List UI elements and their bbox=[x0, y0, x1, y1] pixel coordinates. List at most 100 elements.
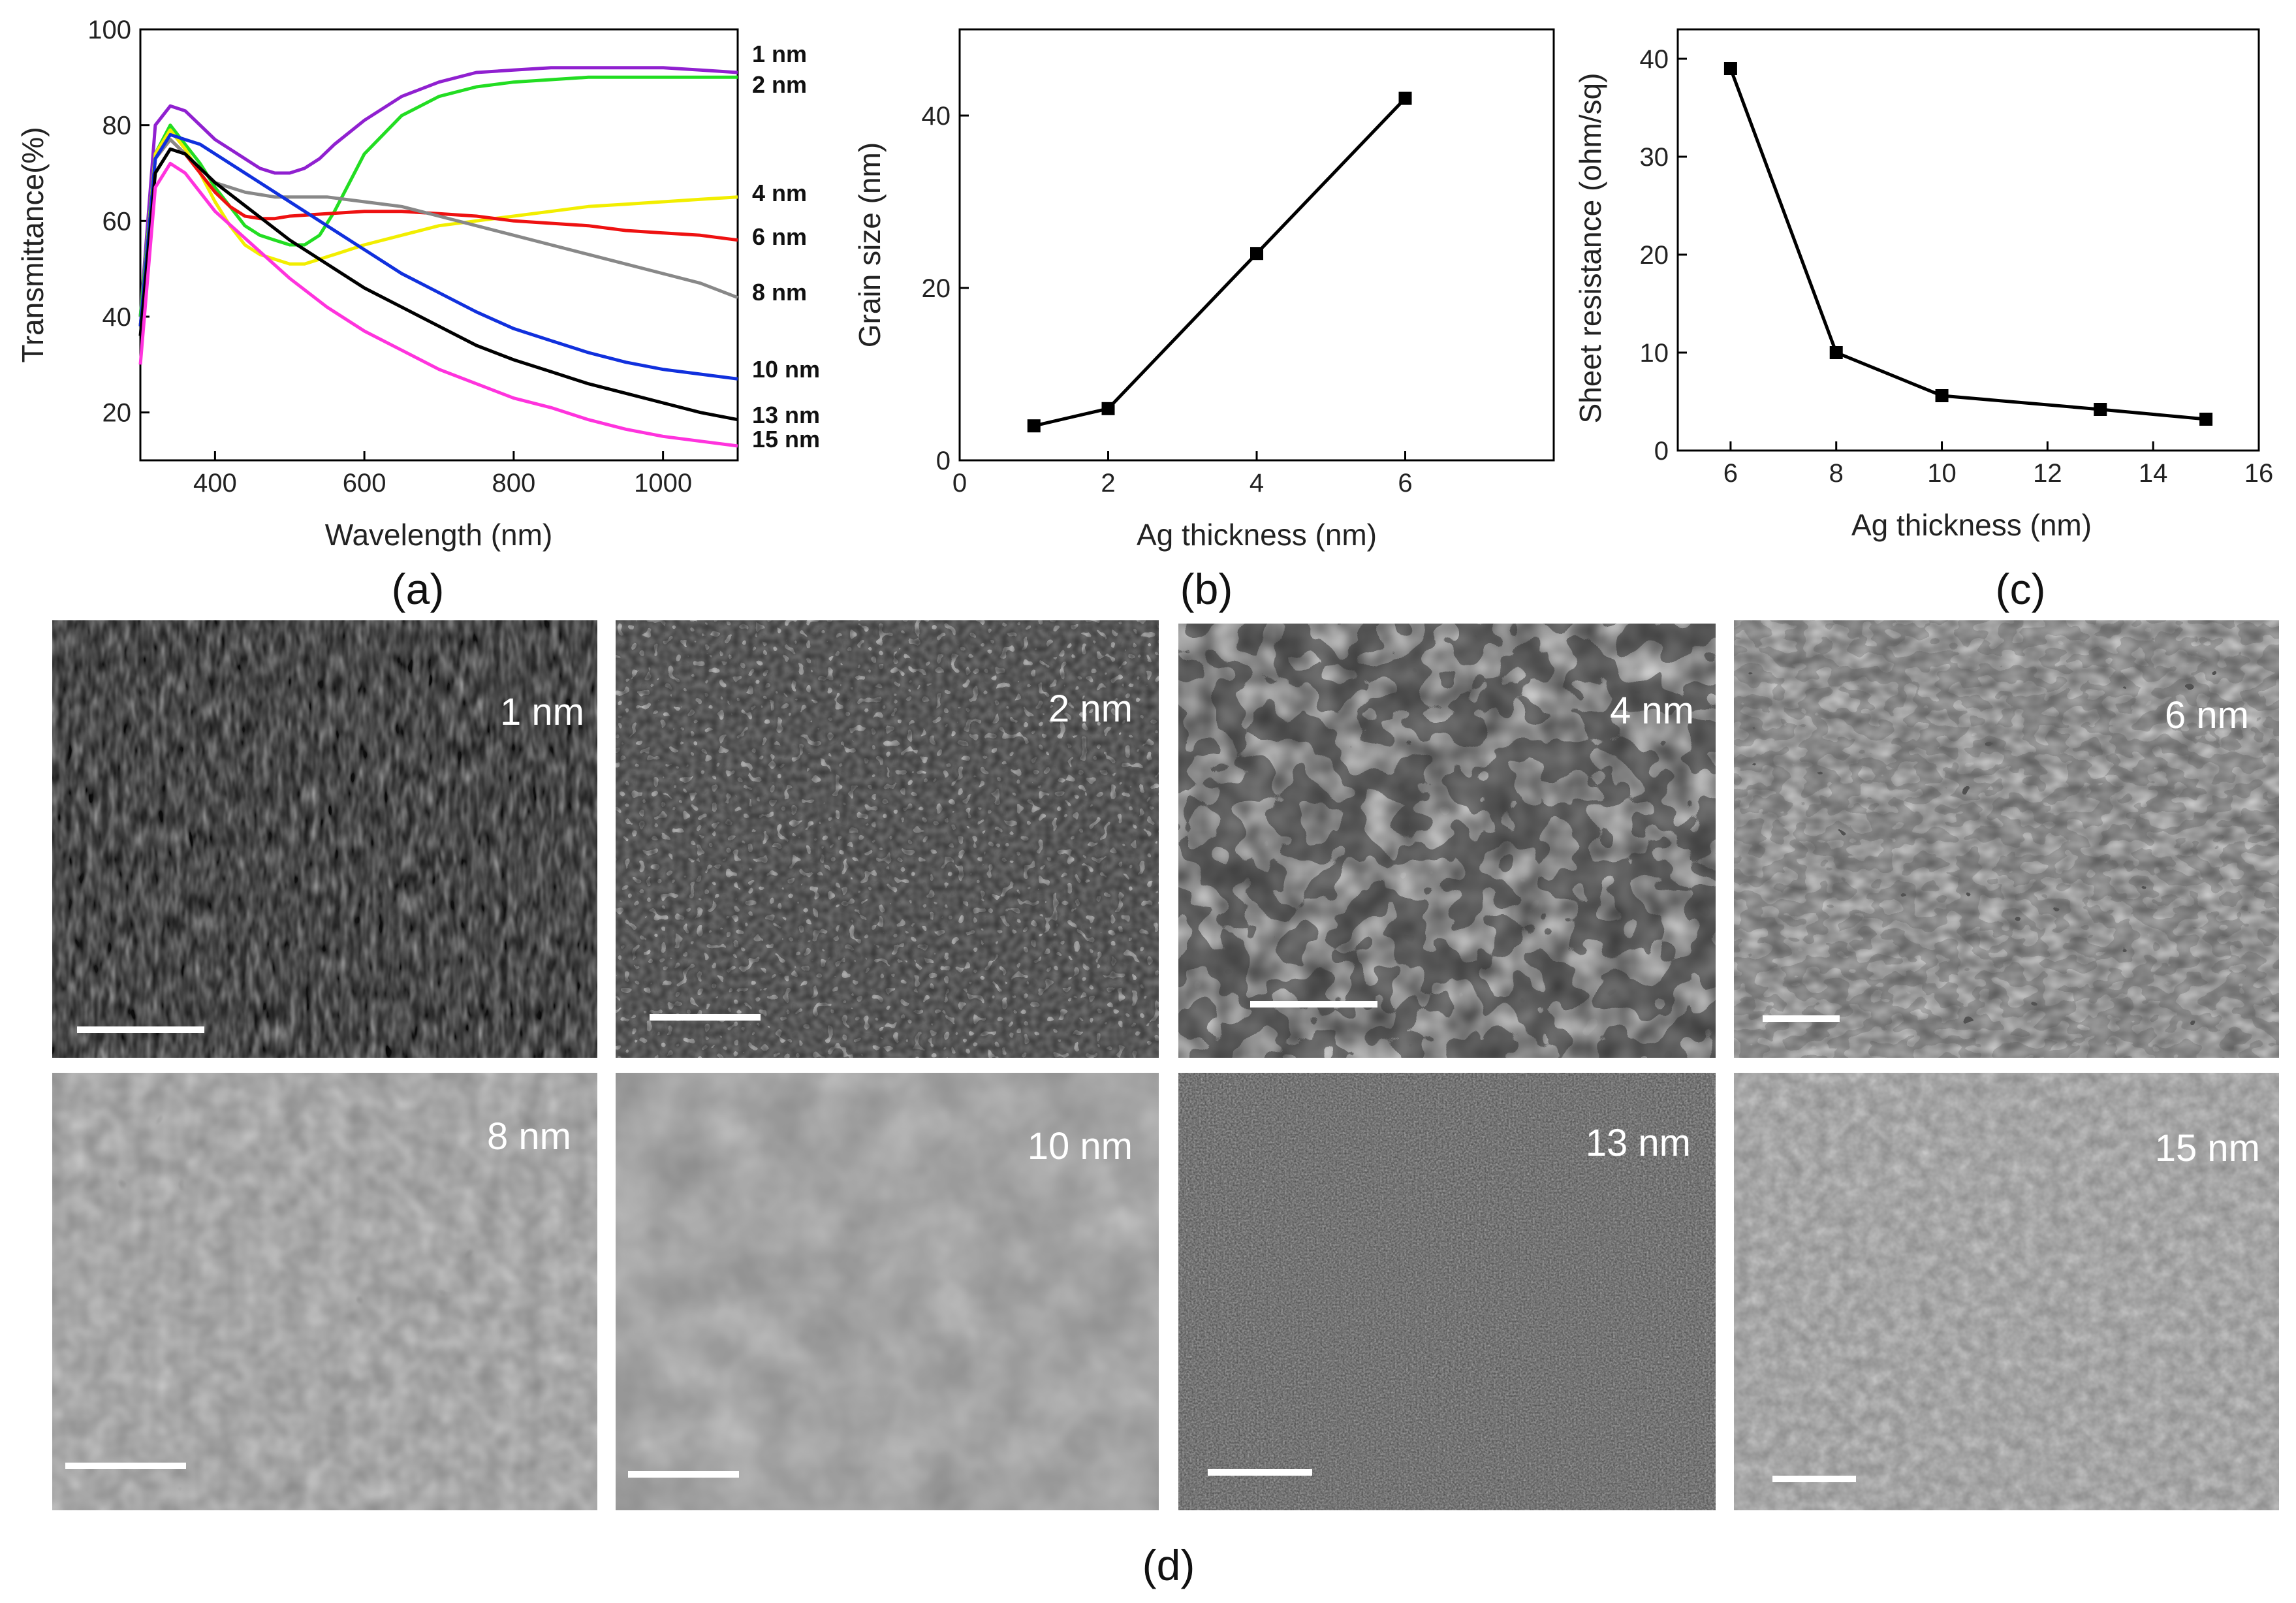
sheet-resistance-point bbox=[2094, 403, 2107, 416]
panel-b-y-tick-label: 40 bbox=[922, 102, 951, 131]
series-line-10nm bbox=[138, 133, 738, 381]
grain-size-point bbox=[1250, 247, 1263, 261]
scale-bar bbox=[65, 1463, 186, 1469]
panel-c-series bbox=[1723, 62, 2213, 426]
panel-c-x-tick-label: 16 bbox=[2244, 459, 2274, 488]
legend-label-10nm: 10 nm bbox=[752, 356, 820, 383]
panel-label-c: (c) bbox=[1996, 565, 2046, 613]
legend-label-1nm: 1 nm bbox=[752, 40, 807, 67]
panel-c-y-tick-label: 10 bbox=[1640, 339, 1669, 368]
panel-b-grain-size-chart: 0 2 4 6 0 20 40 Ag thickness (nm) Grain size (… bbox=[853, 28, 1555, 613]
panel-c-y-tick-label: 0 bbox=[1654, 437, 1669, 466]
panel-a-plot-frame bbox=[139, 28, 739, 462]
legend-label-13nm: 13 nm bbox=[752, 402, 820, 428]
panel-b-x-tick-label: 0 bbox=[952, 469, 967, 498]
panel-a-series bbox=[138, 66, 738, 448]
sem-thickness-label: 6 nm bbox=[2165, 694, 2249, 737]
panel-a-y-tick-label: 60 bbox=[102, 207, 132, 236]
panel-c-y-axis-title: Sheet resistance (ohm/sq) bbox=[1573, 73, 1607, 424]
scale-bar bbox=[1250, 1001, 1377, 1008]
panel-c-x-tick-label: 14 bbox=[2139, 459, 2168, 488]
sem-thickness-label: 2 nm bbox=[1048, 688, 1133, 730]
panel-b-x-axis-title: Ag thickness (nm) bbox=[1137, 518, 1377, 552]
sem-image-10nm: 10 nm bbox=[616, 1073, 1159, 1510]
sem-image-13nm: 13 nm bbox=[1178, 1073, 1716, 1510]
series-line-6nm bbox=[138, 138, 738, 326]
sem-image-1nm: 1 nm bbox=[52, 620, 597, 1058]
panel-c-sheet-resistance-chart: 6 8 10 12 14 16 0 10 20 30 40 Ag thickness (nm) Sh… bbox=[1573, 28, 2274, 613]
panel-a-x-tick-label: 400 bbox=[193, 469, 237, 498]
panel-b-x-tick-label: 4 bbox=[1250, 469, 1264, 498]
panel-c-x-tick-label: 8 bbox=[1829, 459, 1844, 488]
panel-label-d: (d) bbox=[1142, 1541, 1195, 1589]
sem-thickness-label: 10 nm bbox=[1028, 1125, 1133, 1167]
panel-b-y-tick-label: 0 bbox=[936, 447, 951, 475]
legend-label-15nm: 15 nm bbox=[752, 426, 820, 452]
sem-image-8nm: 8 nm bbox=[52, 1073, 597, 1510]
scale-bar bbox=[628, 1471, 739, 1478]
panel-a-y-tick-label: 80 bbox=[102, 112, 132, 140]
series-line-13nm bbox=[138, 147, 738, 422]
sem-image-2nm: 2 nm bbox=[616, 620, 1159, 1058]
panel-b-x-tick-label: 6 bbox=[1398, 469, 1412, 498]
sem-thickness-label: 8 nm bbox=[487, 1115, 571, 1158]
panel-a-transmittance-chart: 400 600 800 1000 20 40 60 80 100 1 nm 2 nm 4 nm 6 n… bbox=[16, 16, 820, 613]
panel-b-x-tick-label: 2 bbox=[1101, 469, 1115, 498]
sem-image-4nm: 4 nm bbox=[1178, 624, 1716, 1058]
panel-a-x-tick-label: 600 bbox=[343, 469, 386, 498]
panel-c-y-tick-label: 30 bbox=[1640, 143, 1669, 172]
panel-a-y-tick-label: 40 bbox=[102, 303, 132, 332]
legend-label-8nm: 8 nm bbox=[752, 279, 807, 306]
panel-b-ticks: 0 2 4 6 0 20 40 bbox=[922, 102, 1413, 498]
series-line-1nm bbox=[138, 66, 738, 317]
sem-image-6nm: 6 nm bbox=[1734, 620, 2279, 1058]
panel-c-y-tick-label: 40 bbox=[1640, 45, 1669, 74]
legend-label-4nm: 4 nm bbox=[752, 180, 807, 206]
scale-bar bbox=[1763, 1015, 1840, 1022]
panel-c-y-tick-label: 20 bbox=[1640, 241, 1669, 270]
panel-a-ticks: 400 600 800 1000 20 40 60 80 100 bbox=[87, 16, 692, 498]
sem-thickness-label: 13 nm bbox=[1586, 1122, 1691, 1164]
scale-bar bbox=[1772, 1476, 1856, 1482]
series-line-2nm bbox=[138, 75, 738, 317]
sheet-resistance-point bbox=[1829, 346, 1843, 359]
sheet-resistance-point bbox=[1935, 389, 1949, 402]
scale-bar bbox=[1208, 1469, 1312, 1476]
grain-size-line bbox=[1033, 97, 1407, 428]
panel-label-b: (b) bbox=[1180, 565, 1233, 613]
panel-c-x-tick-label: 12 bbox=[2033, 459, 2062, 488]
panel-c-ticks: 6 8 10 12 14 16 0 10 20 30 40 bbox=[1640, 45, 2274, 488]
panel-b-plot-frame bbox=[958, 28, 1555, 462]
sheet-resistance-point bbox=[1723, 62, 1737, 75]
legend-label-6nm: 6 nm bbox=[752, 223, 807, 250]
sheet-resistance-point bbox=[2199, 413, 2213, 426]
panel-d-sem-grid: 1 nm 2 nm 4 nm 6 nm 8 nm bbox=[52, 620, 2279, 1589]
sem-image-15nm: 15 nm bbox=[1734, 1073, 2279, 1510]
legend-label-2nm: 2 nm bbox=[752, 71, 807, 98]
panel-a-x-tick-label: 800 bbox=[492, 469, 536, 498]
scale-bar bbox=[650, 1014, 761, 1021]
panel-a-x-axis-title: Wavelength (nm) bbox=[325, 518, 553, 552]
panel-c-x-tick-label: 10 bbox=[1927, 459, 1957, 488]
panel-b-series bbox=[1027, 91, 1412, 433]
grain-size-point bbox=[1101, 402, 1115, 415]
panel-label-a: (a) bbox=[392, 565, 445, 613]
scale-bar bbox=[77, 1026, 204, 1033]
panel-c-plot-frame bbox=[1676, 28, 2260, 452]
series-line-15nm bbox=[138, 161, 738, 448]
sheet-resistance-line bbox=[1729, 68, 2207, 421]
panel-a-y-tick-label: 20 bbox=[102, 399, 132, 428]
panel-c-x-axis-title: Ag thickness (nm) bbox=[1851, 508, 2092, 542]
panel-a-x-tick-label: 1000 bbox=[634, 469, 692, 498]
grain-size-point bbox=[1027, 419, 1041, 433]
panel-a-y-axis-title: Transmittance(%) bbox=[16, 127, 50, 362]
panel-c-x-tick-label: 6 bbox=[1723, 459, 1738, 488]
panel-a-y-tick-label: 100 bbox=[87, 16, 131, 44]
panel-b-y-tick-label: 20 bbox=[922, 274, 951, 303]
sem-thickness-label: 1 nm bbox=[500, 691, 584, 733]
grain-size-point bbox=[1398, 91, 1412, 105]
sem-thickness-label: 15 nm bbox=[2155, 1127, 2260, 1169]
sem-thickness-label: 4 nm bbox=[1610, 690, 1694, 732]
